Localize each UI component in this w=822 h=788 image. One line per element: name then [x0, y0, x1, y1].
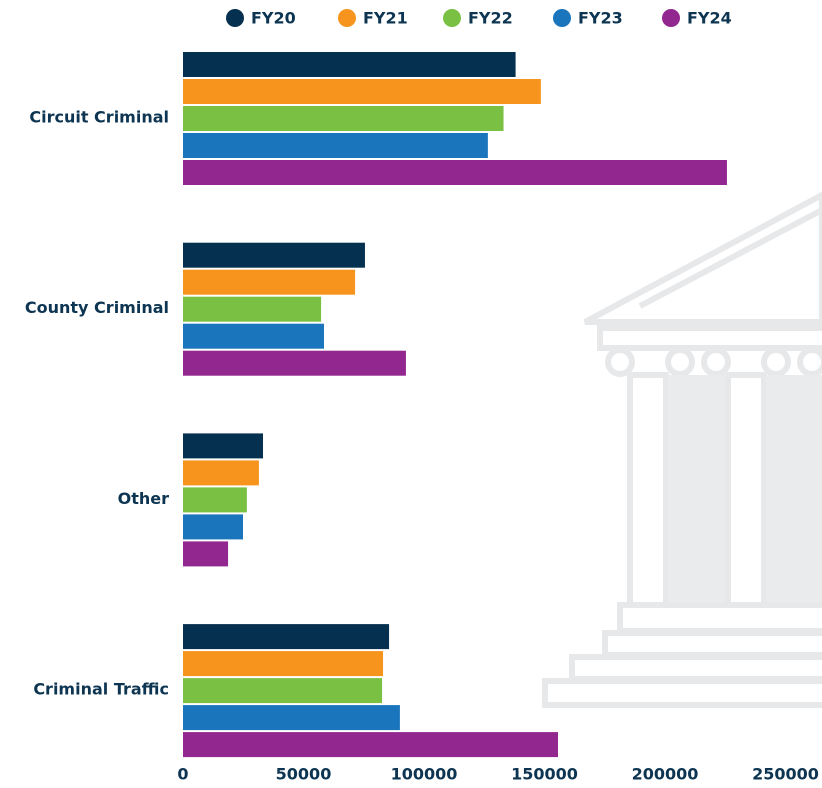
courthouse-watermark: [542, 191, 822, 708]
bar: [183, 624, 390, 650]
legend-label: FY20: [251, 9, 296, 28]
bar: [183, 296, 322, 322]
bar: [183, 160, 727, 185]
legend-swatch: [226, 9, 244, 27]
bar: [183, 79, 541, 104]
bar: [183, 487, 247, 513]
bar: [183, 541, 229, 567]
bar: [183, 460, 259, 486]
y-tick-label: Circuit Criminal: [29, 108, 169, 127]
x-tick-label: 250000: [752, 765, 819, 784]
y-tick-label: County Criminal: [25, 298, 169, 317]
bar: [183, 678, 383, 704]
bar: [183, 705, 400, 731]
x-tick-label: 200000: [632, 765, 699, 784]
bar: [183, 514, 244, 540]
bar: [183, 133, 488, 158]
x-tick-label: 100000: [391, 765, 458, 784]
x-tick-label: 0: [177, 765, 188, 784]
bar: [183, 651, 384, 677]
bar: [183, 732, 558, 758]
legend-swatch: [662, 9, 680, 27]
legend-swatch: [443, 9, 461, 27]
legend-label: FY23: [578, 9, 623, 28]
bar: [183, 269, 356, 295]
legend-swatch: [338, 9, 356, 27]
legend-label: FY22: [468, 9, 513, 28]
legend-label: FY24: [687, 9, 732, 28]
bar: [183, 350, 406, 376]
y-tick-label: Other: [118, 489, 169, 508]
bar: [183, 433, 264, 459]
bar: [183, 52, 516, 77]
legend-swatch: [553, 9, 571, 27]
x-tick-label: 150000: [511, 765, 578, 784]
bar: [183, 106, 504, 131]
bar: [183, 323, 324, 349]
x-tick-label: 50000: [276, 765, 332, 784]
y-tick-label: Criminal Traffic: [33, 680, 169, 699]
legend-label: FY21: [363, 9, 408, 28]
bar: [183, 242, 365, 268]
